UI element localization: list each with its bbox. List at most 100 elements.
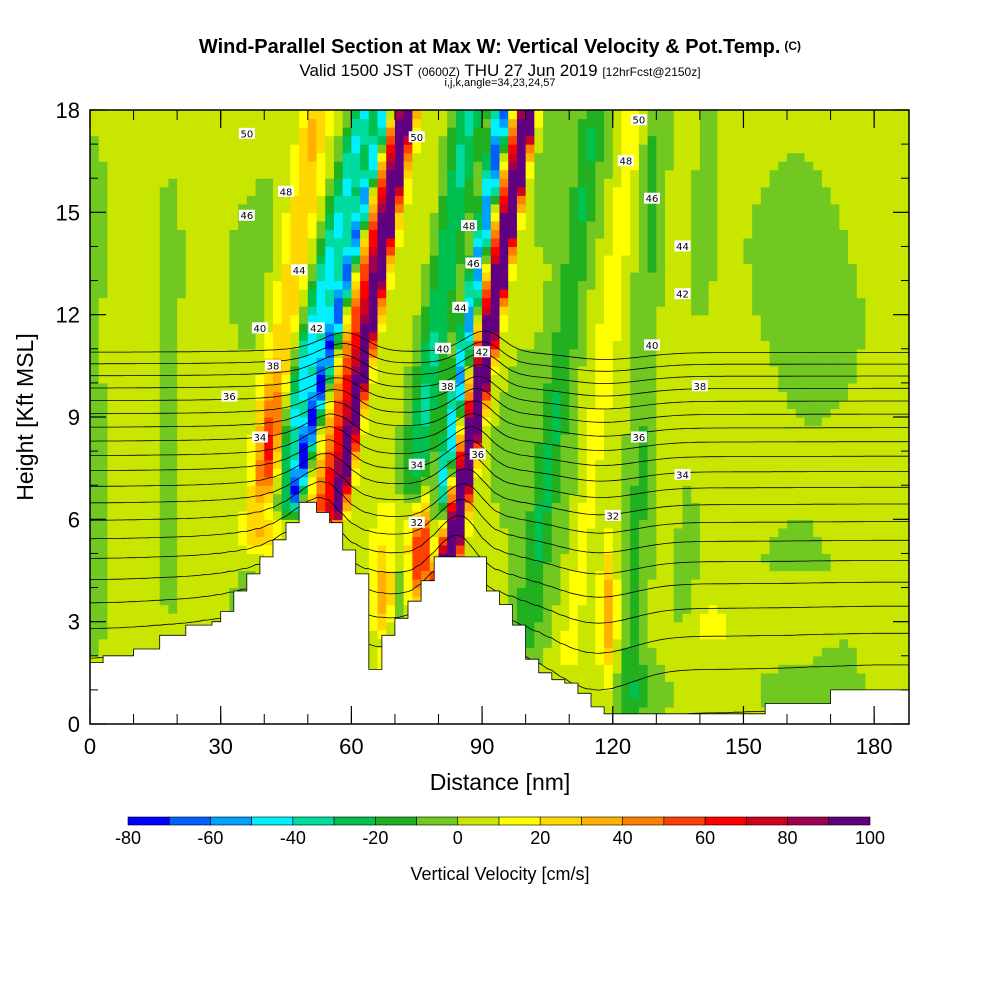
velocity-cell bbox=[194, 357, 204, 367]
velocity-cell bbox=[455, 408, 466, 418]
velocity-cell bbox=[377, 314, 387, 324]
velocity-cell bbox=[290, 502, 300, 512]
velocity-cell bbox=[351, 254, 361, 265]
velocity-cell bbox=[150, 178, 161, 188]
velocity-cell bbox=[264, 348, 274, 358]
velocity-cell bbox=[429, 237, 440, 248]
velocity-cell bbox=[604, 135, 614, 145]
velocity-cell bbox=[333, 127, 344, 137]
velocity-cell bbox=[116, 417, 126, 427]
velocity-cell bbox=[142, 544, 152, 555]
velocity-cell bbox=[621, 613, 631, 623]
velocity-cell bbox=[621, 485, 631, 495]
velocity-cell bbox=[264, 331, 274, 341]
velocity-cell bbox=[482, 536, 492, 546]
velocity-cell bbox=[203, 553, 213, 563]
velocity-cell bbox=[255, 169, 265, 179]
velocity-cell bbox=[630, 297, 640, 307]
velocity-cell bbox=[299, 391, 309, 401]
velocity-cell bbox=[133, 502, 143, 512]
velocity-cell bbox=[447, 323, 457, 333]
velocity-cell bbox=[534, 220, 544, 230]
velocity-cell bbox=[612, 630, 623, 640]
velocity-cell bbox=[351, 289, 361, 299]
velocity-cell bbox=[185, 110, 196, 120]
velocity-cell bbox=[551, 621, 562, 631]
velocity-cell bbox=[238, 425, 248, 435]
velocity-cell bbox=[647, 689, 657, 700]
velocity-cell bbox=[238, 306, 248, 316]
velocity-cell bbox=[142, 110, 152, 120]
velocity-cell bbox=[368, 357, 379, 367]
velocity-cell bbox=[98, 246, 109, 256]
velocity-cell bbox=[133, 536, 143, 546]
velocity-cell bbox=[290, 212, 300, 222]
velocity-cell bbox=[229, 519, 239, 529]
velocity-cell bbox=[490, 169, 501, 179]
velocity-cell bbox=[386, 451, 396, 461]
velocity-cell bbox=[90, 647, 100, 657]
velocity-cell bbox=[543, 186, 553, 196]
velocity-cell bbox=[342, 408, 352, 418]
velocity-cell bbox=[490, 510, 501, 520]
velocity-cell bbox=[647, 485, 657, 495]
velocity-cell bbox=[464, 306, 474, 316]
velocity-cell bbox=[159, 493, 170, 503]
velocity-cell bbox=[665, 681, 675, 691]
velocity-cell bbox=[647, 698, 657, 708]
velocity-cell bbox=[351, 314, 361, 324]
velocity-cell bbox=[203, 399, 213, 410]
velocity-cell bbox=[325, 357, 335, 367]
velocity-cell bbox=[551, 161, 562, 171]
velocity-cell bbox=[307, 314, 318, 324]
velocity-cell bbox=[351, 408, 361, 418]
velocity-cell bbox=[351, 510, 361, 520]
velocity-cell bbox=[560, 169, 570, 179]
velocity-cell bbox=[255, 493, 265, 503]
velocity-cell bbox=[586, 289, 596, 299]
velocity-cell bbox=[351, 203, 361, 213]
velocity-cell bbox=[499, 331, 509, 341]
velocity-cell bbox=[421, 212, 431, 222]
velocity-cell bbox=[647, 280, 657, 290]
velocity-cell bbox=[490, 468, 501, 478]
velocity-cell bbox=[499, 246, 509, 256]
velocity-cell bbox=[543, 570, 553, 580]
velocity-cell bbox=[499, 289, 509, 299]
velocity-cell bbox=[342, 254, 352, 265]
velocity-cell bbox=[264, 451, 274, 461]
velocity-cell bbox=[351, 152, 361, 162]
velocity-cell bbox=[508, 536, 518, 546]
velocity-cell bbox=[569, 314, 579, 324]
velocity-cell bbox=[525, 613, 535, 623]
velocity-cell bbox=[455, 254, 466, 265]
velocity-cell bbox=[377, 237, 387, 248]
velocity-cell bbox=[656, 536, 666, 546]
velocity-cell bbox=[124, 144, 135, 154]
velocity-cell bbox=[159, 527, 170, 537]
velocity-cell bbox=[107, 110, 117, 120]
velocity-cell bbox=[429, 425, 440, 435]
velocity-cell bbox=[482, 306, 492, 316]
velocity-cell bbox=[482, 451, 492, 461]
velocity-cell bbox=[560, 425, 570, 435]
velocity-cell bbox=[360, 246, 370, 256]
velocity-cell bbox=[342, 425, 352, 435]
velocity-cell bbox=[656, 476, 666, 486]
velocity-cell bbox=[543, 630, 553, 640]
velocity-cell bbox=[586, 459, 596, 469]
velocity-cell bbox=[490, 408, 501, 418]
velocity-cell bbox=[203, 195, 213, 205]
velocity-cell bbox=[194, 161, 204, 171]
velocity-cell bbox=[299, 451, 309, 461]
velocity-cell bbox=[665, 399, 675, 410]
velocity-cell bbox=[595, 212, 605, 222]
velocity-cell bbox=[551, 391, 562, 401]
velocity-cell bbox=[604, 613, 614, 623]
velocity-cell bbox=[516, 203, 527, 213]
velocity-cell bbox=[238, 297, 248, 307]
velocity-cell bbox=[621, 135, 631, 145]
velocity-cell bbox=[490, 186, 501, 196]
velocity-cell bbox=[656, 306, 666, 316]
velocity-cell bbox=[412, 203, 422, 213]
